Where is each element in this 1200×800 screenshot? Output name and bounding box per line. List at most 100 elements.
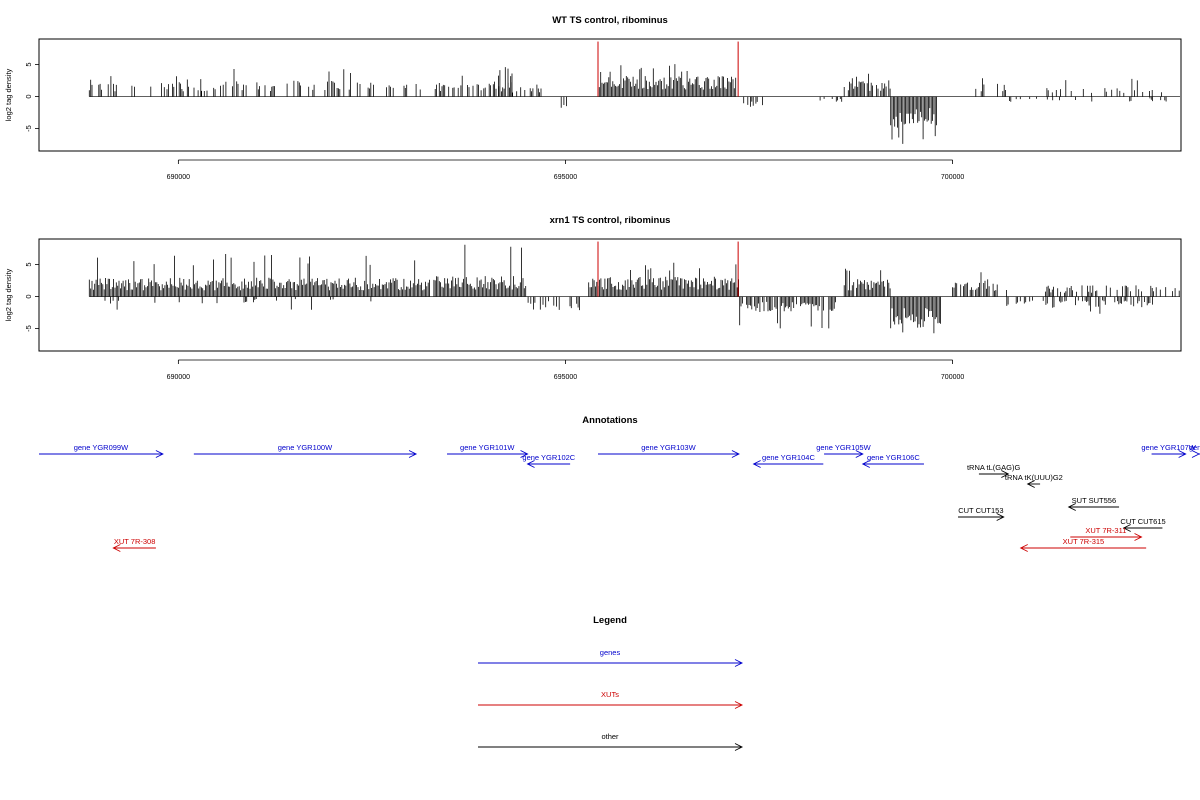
feature-gene-ygr107w: gene YGR107W xyxy=(1141,443,1197,458)
feature-arrowhead xyxy=(752,460,761,468)
feature-label: tRNA tK(UUU)G2 xyxy=(1005,473,1063,482)
feature-label: XUT 7R-315 xyxy=(1063,537,1105,546)
legend: Legend genes XUTs other xyxy=(478,615,744,751)
xrn1-y-tick-label: 5 xyxy=(24,263,33,267)
feature-xut-7r-315: XUT 7R-315 xyxy=(1019,537,1147,552)
feature-xut-7r-308: XUT 7R-308 xyxy=(112,537,156,552)
xrn1-y-tick-label: 0 xyxy=(24,295,33,299)
xrn1-y-tick-label: -5 xyxy=(24,325,33,332)
annotations-title: Annotations xyxy=(582,415,637,426)
feature-cut-cut153: CUT CUT153 xyxy=(958,506,1005,521)
feature-arrowhead xyxy=(408,450,418,458)
feature-label: gene YGR107W xyxy=(1141,443,1196,452)
legend-item-genes: genes xyxy=(478,648,744,667)
feature-arrowhead xyxy=(861,460,870,468)
legend-label: genes xyxy=(600,648,621,657)
feature-label: gene YGR104C xyxy=(762,453,815,462)
wt-y-axis: -5 0 5 xyxy=(24,63,39,132)
feature-gene-ygr104c: gene YGR104C xyxy=(752,453,824,468)
xrn1-y-axis: -5 0 5 xyxy=(24,263,39,332)
feature-gene-ygr105w: gene YGR105W xyxy=(816,443,872,458)
wt-y-tick-label: 5 xyxy=(24,63,33,67)
feature-xut-7r-311: XUT 7R-311 xyxy=(1070,526,1143,541)
feature-arrowhead xyxy=(1001,470,1010,478)
xrn1-x-tick-label: 690000 xyxy=(167,374,190,381)
legend-arrowhead xyxy=(734,701,744,709)
wt-x-axis: 690000 695000 700000 xyxy=(167,159,964,181)
xrn1-markers xyxy=(597,241,739,297)
legend-item-xuts: XUTs xyxy=(478,690,744,709)
feature-label: XUT 7R-308 xyxy=(114,537,156,546)
feature-label: gene YGR106C xyxy=(867,453,920,462)
feature-arrowhead xyxy=(526,460,535,468)
wt-coverage-panel: WT TS control, ribominus log2 tag densit… xyxy=(4,15,1182,181)
feature-arrowhead xyxy=(155,450,164,458)
feature-label: CUT CUT153 xyxy=(958,506,1003,515)
feature-arrowhead xyxy=(1122,524,1131,532)
feature-arrowhead xyxy=(731,450,740,458)
feature-arrowhead xyxy=(1178,450,1187,458)
wt-bars xyxy=(88,64,1167,144)
feature-arrowhead xyxy=(1026,480,1035,488)
feature-gene-ygr102c: gene YGR102C xyxy=(522,453,576,468)
legend-label: XUTs xyxy=(601,690,619,699)
legend-arrowhead xyxy=(734,743,744,751)
xrn1-y-axis-label: log2 tag density xyxy=(4,268,13,321)
xrn1-x-tick-label: 700000 xyxy=(941,374,964,381)
feature-gene-ygr100w: gene YGR100W xyxy=(193,443,418,458)
feature-sut-sut556: SUT SUT556 xyxy=(1067,496,1120,511)
feature-trna-tl-gag-g: tRNA tL(GAG)G xyxy=(967,463,1021,478)
feature-arrowhead xyxy=(112,544,121,552)
feature-arrowhead xyxy=(1134,533,1143,541)
xrn1-x-tick-label: 695000 xyxy=(554,374,577,381)
feature-trna-tk-uuu-g2: tRNA tK(UUU)G2 xyxy=(1005,473,1063,488)
feature-label: tRNA tL(GAG)G xyxy=(967,463,1021,472)
feature-label: gene YGR105W xyxy=(816,443,871,452)
feature-label: SUT SUT556 xyxy=(1072,496,1116,505)
feature-gene-ygr099w: gene YGR099W xyxy=(39,443,164,458)
feature-arrowhead xyxy=(1019,544,1028,552)
feature-label: gene YGR102C xyxy=(522,453,575,462)
xrn1-panel-title: xrn1 TS control, ribominus xyxy=(550,215,671,226)
feature-arrowhead xyxy=(1191,450,1200,458)
feature-label: gene YGR099W xyxy=(74,443,129,452)
wt-coverage-bars xyxy=(88,64,1167,144)
wt-panel-title: WT TS control, ribominus xyxy=(552,15,668,26)
annotations-track: Annotations gene YGR099W gene YGR100W gene… xyxy=(39,415,1200,552)
feature-label: CUT CUT615 xyxy=(1120,517,1165,526)
feature-label: gene YGR101W xyxy=(460,443,515,452)
wt-y-tick-label: 0 xyxy=(24,95,33,99)
wt-x-tick-label: 690000 xyxy=(167,174,190,181)
legend-title: Legend xyxy=(593,615,627,626)
wt-plot-frame xyxy=(38,38,1182,152)
xrn1-plot-frame xyxy=(38,238,1182,352)
legend-label: other xyxy=(601,732,619,741)
feature-label: gene YGR xyxy=(1189,443,1200,452)
feature-label: XUT 7R-311 xyxy=(1085,526,1126,535)
xrn1-coverage-panel: xrn1 TS control, ribominus log2 tag dens… xyxy=(4,215,1182,381)
feature-label: gene YGR103W xyxy=(641,443,696,452)
wt-x-tick-label: 700000 xyxy=(941,174,964,181)
xrn1-x-axis: 690000 695000 700000 xyxy=(167,359,964,381)
feature-arrowhead xyxy=(520,450,529,458)
wt-x-tick-label: 695000 xyxy=(554,174,577,181)
legend-arrowhead xyxy=(734,659,744,667)
feature-label: gene YGR100W xyxy=(278,443,333,452)
legend-items: genes XUTs other xyxy=(478,648,744,751)
wt-y-tick-label: -5 xyxy=(24,125,33,132)
feature-gene-ygr106c: gene YGR106C xyxy=(861,453,924,468)
feature-gene-ygr103w: gene YGR103W xyxy=(597,443,740,458)
feature-cut-cut615: CUT CUT615 xyxy=(1120,517,1166,532)
xrn1-bars xyxy=(88,244,1180,334)
feature-arrowhead xyxy=(1067,503,1076,511)
wt-y-axis-label: log2 tag density xyxy=(4,68,13,121)
xrn1-coverage-bars xyxy=(88,244,1180,334)
legend-item-other: other xyxy=(478,732,744,751)
feature-list: gene YGR099W gene YGR100W gene YGR101W gene… xyxy=(39,443,1200,552)
feature-gene-ygr101w: gene YGR101W xyxy=(447,443,529,458)
feature-gene-ygr: gene YGR xyxy=(1189,443,1200,458)
feature-arrowhead xyxy=(855,450,864,458)
feature-arrowhead xyxy=(996,513,1005,521)
wt-markers xyxy=(597,41,739,97)
